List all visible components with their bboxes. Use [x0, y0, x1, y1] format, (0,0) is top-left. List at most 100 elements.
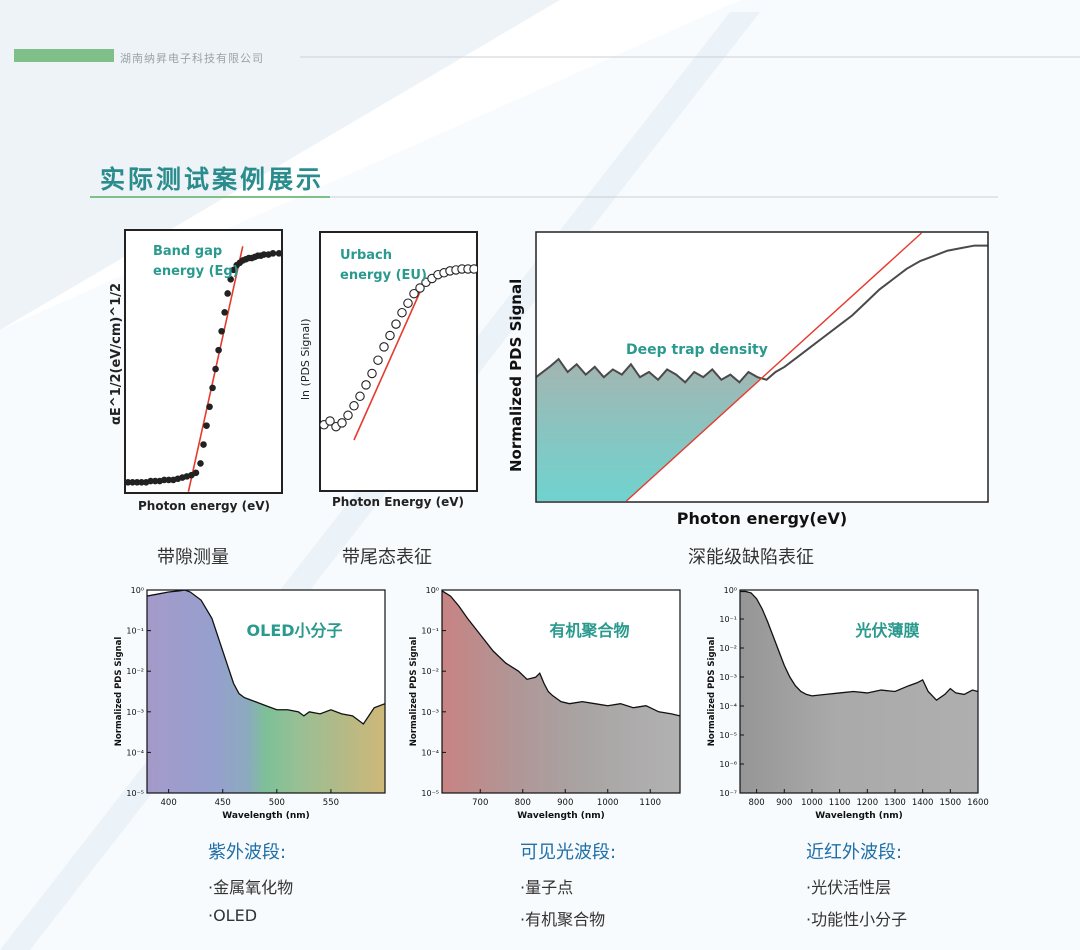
x-tick-label: 1500 — [940, 798, 962, 808]
polymer-spectrum-chart: 700 800 900 1000 1100 10⁰ 10⁻¹ 10⁻² 10⁻³ 10⁻⁴ 10⁻⁵… — [409, 586, 681, 821]
y-tick-label: 10⁻⁷ — [719, 789, 737, 798]
data-point — [221, 309, 228, 316]
spectrum-curve — [442, 590, 680, 717]
urbach-annotation-line1: Urbach — [340, 248, 392, 263]
data-point — [209, 384, 216, 392]
y-tick-label: 10⁻² — [421, 667, 439, 676]
bandgap-annotation-line1: Band gap — [153, 244, 222, 259]
bandgap-annotation-line2: energy (Eg) — [153, 264, 239, 279]
data-point — [218, 327, 225, 335]
category-item: ·光伏活性层 — [806, 878, 892, 897]
spectrum-area — [442, 590, 680, 793]
category-item: ·OLED — [208, 906, 258, 925]
data-point — [230, 266, 237, 274]
x-tick-label: 550 — [323, 798, 339, 808]
deep-annotation: Deep trap density — [626, 342, 768, 358]
spectrum-area — [147, 590, 385, 793]
category-item: ·有机聚合物 — [520, 910, 606, 929]
y-axis-label: Normalized PDS Signal — [409, 637, 419, 747]
deep-xlabel: Photon energy(eV) — [677, 509, 847, 528]
y-tick-label: 10⁻³ — [126, 708, 144, 717]
section-title: 实际测试案例展示 — [100, 165, 325, 194]
data-point — [224, 290, 231, 297]
data-point — [269, 250, 277, 257]
company-name: 湖南纳昇电子科技有限公司 — [120, 52, 264, 65]
pv-spectrum-chart: 800 900 1000 1100 1200 1300 1400 1500 1600 10⁰ 10⁻… — [707, 586, 989, 821]
data-point — [203, 422, 210, 429]
category-item: ·金属氧化物 — [208, 878, 294, 897]
data-point — [415, 283, 425, 293]
category-nir: 近红外波段: ·光伏活性层 ·功能性小分子 — [806, 838, 907, 930]
spectrum-label: 有机聚合物 — [550, 621, 630, 640]
x-tick-label: 1600 — [967, 798, 989, 808]
x-tick-label: 900 — [557, 798, 573, 808]
plot-frame — [124, 229, 283, 494]
x-tick-label: 500 — [269, 798, 285, 808]
y-tick-label: 10⁻¹ — [421, 627, 439, 636]
bandgap-xlabel: Photon energy (eV) — [138, 499, 270, 513]
y-tick-label: 10⁻⁵ — [421, 789, 439, 798]
category-item: ·功能性小分子 — [806, 910, 908, 929]
data-point — [361, 380, 371, 390]
y-tick-label: 10⁻⁴ — [719, 702, 737, 711]
data-point — [469, 264, 477, 274]
data-point — [385, 330, 395, 341]
data-point — [391, 319, 401, 329]
data-point — [355, 391, 365, 402]
category-item: ·量子点 — [520, 878, 574, 897]
y-tick-label: 10⁻⁵ — [126, 789, 144, 798]
y-tick-label: 10⁻³ — [421, 708, 439, 717]
fit-line — [625, 232, 922, 502]
data-point — [343, 410, 353, 421]
y-tick-label: 10⁰ — [131, 586, 144, 595]
data-point — [206, 403, 213, 411]
spectrum-curve — [740, 590, 978, 702]
spectrum-label: 光伏薄膜 — [855, 621, 920, 640]
x-axis-label: Wavelength (nm) — [815, 811, 903, 821]
y-tick-label: 10⁻⁶ — [719, 760, 737, 769]
x-axis-label: Wavelength (nm) — [222, 811, 310, 821]
data-point — [403, 298, 413, 308]
y-tick-label: 10⁻² — [126, 667, 144, 676]
urbach-chart: Urbach energy (EU) ln (PDS Signal) Photo… — [300, 231, 478, 509]
data-point — [367, 368, 377, 379]
header-accent-bar — [14, 49, 114, 62]
data-point — [349, 401, 359, 411]
x-tick-label: 400 — [161, 798, 177, 808]
y-axis-label: Normalized PDS Signal — [707, 637, 717, 747]
x-tick-label: 1100 — [639, 798, 661, 808]
x-tick-label: 1400 — [912, 798, 934, 808]
x-tick-label: 700 — [472, 798, 488, 808]
plot-frame — [535, 231, 989, 503]
data-point — [197, 460, 204, 467]
x-axis-label: Wavelength (nm) — [517, 811, 605, 821]
data-point — [215, 346, 222, 354]
x-tick-label: 1300 — [884, 798, 906, 808]
x-tick-label: 1200 — [856, 798, 878, 808]
plot-frame — [441, 589, 681, 794]
plot-frame — [739, 589, 979, 794]
spectrum-label: OLED小分子 — [247, 621, 343, 640]
spectrum-curve — [147, 590, 385, 725]
data-point — [337, 418, 347, 428]
y-tick-label: 10⁻¹ — [719, 615, 737, 624]
x-tick-label: 900 — [776, 798, 792, 808]
x-tick-label: 800 — [515, 798, 531, 808]
x-tick-label: 450 — [215, 798, 231, 808]
y-axis-label: Normalized PDS Signal — [114, 637, 124, 747]
data-point — [409, 288, 419, 299]
urbach-ylabel: ln (PDS Signal) — [300, 319, 312, 400]
data-point — [275, 250, 282, 257]
x-tick-label: 1100 — [829, 798, 851, 808]
caption-bandgap: 带隙测量 — [157, 547, 229, 568]
urbach-annotation-line2: energy (EU) — [340, 268, 427, 283]
data-point — [212, 365, 219, 373]
urbach-xlabel: Photon Energy (eV) — [332, 495, 464, 509]
y-tick-label: 10⁻¹ — [126, 627, 144, 636]
x-tick-label: 1000 — [801, 798, 823, 808]
y-tick-label: 10⁰ — [724, 586, 737, 595]
caption-deep: 深能级缺陷表征 — [688, 547, 814, 568]
y-tick-label: 10⁻⁴ — [126, 748, 144, 757]
bandgap-ylabel: αE^1/2(eV/cm)^1/2 — [109, 283, 124, 425]
below-fit-region — [626, 232, 988, 501]
